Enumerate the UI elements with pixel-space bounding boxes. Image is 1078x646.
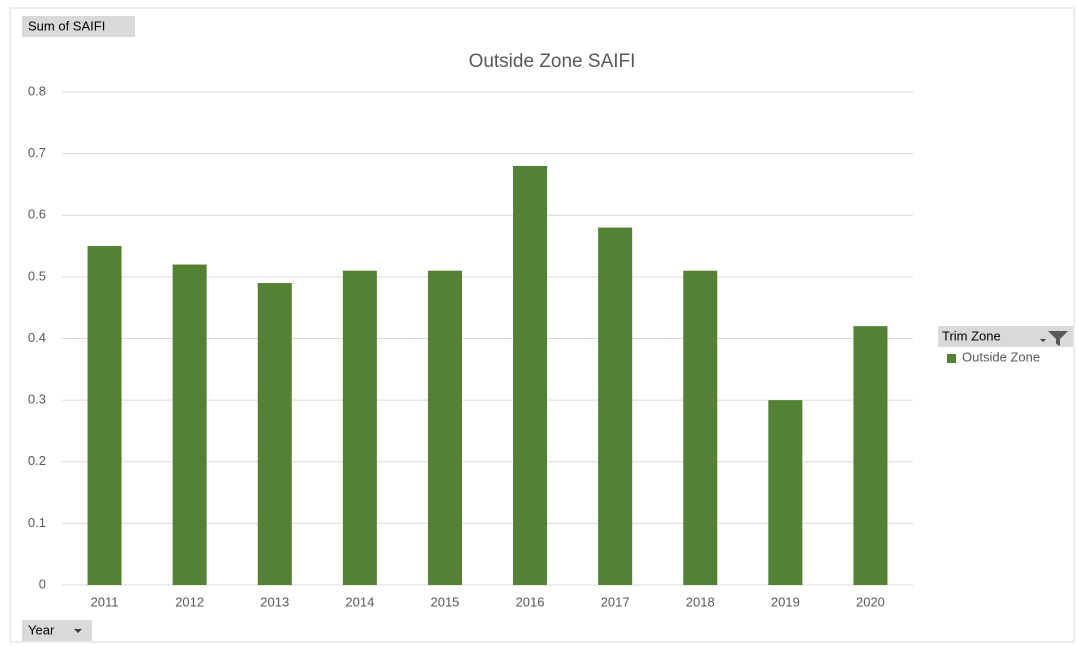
y-tick-label: 0.4 (28, 330, 46, 345)
value-field-label: Sum of SAIFI (28, 18, 105, 33)
bar (768, 400, 803, 585)
bar (427, 270, 462, 585)
bar (342, 270, 377, 585)
bar (87, 246, 122, 585)
y-tick-label: 0 (39, 576, 46, 591)
legend-field-label: Trim Zone (942, 328, 1001, 343)
legend-label: Outside Zone (962, 349, 1040, 364)
axis-field-label: Year (28, 622, 55, 637)
y-tick-label: 0.5 (28, 268, 46, 283)
x-tick-label: 2020 (856, 594, 885, 609)
bar (853, 326, 888, 585)
filter-icon (1048, 331, 1068, 346)
x-tick-label: 2015 (430, 594, 459, 609)
x-tick-label: 2011 (91, 594, 119, 609)
axis-field-button[interactable] (22, 620, 92, 641)
y-tick-label: 0.3 (28, 392, 46, 407)
y-tick-label: 0.8 (28, 83, 46, 98)
y-tick-label: 0.6 (28, 207, 46, 222)
x-tick-label: 2016 (516, 594, 545, 609)
bar (172, 264, 207, 585)
y-tick-label: 0.1 (28, 515, 46, 530)
chart-title: Outside Zone SAIFI (469, 51, 636, 72)
legend-field-button[interactable] (938, 326, 1073, 347)
x-tick-label: 2019 (771, 594, 800, 609)
bar (257, 283, 292, 585)
x-tick-label: 2012 (175, 594, 204, 609)
legend-swatch (947, 354, 956, 363)
x-tick-label: 2014 (345, 594, 374, 609)
x-tick-label: 2013 (260, 594, 289, 609)
x-tick-label: 2018 (686, 594, 715, 609)
value-field-button[interactable] (22, 16, 135, 37)
dropdown-arrow (74, 629, 82, 633)
x-tick-label: 2017 (601, 594, 630, 609)
bar (513, 165, 548, 585)
y-tick-label: 0.2 (28, 453, 46, 468)
dropdown-arrow (1040, 339, 1046, 342)
y-tick-label: 0.7 (28, 145, 46, 160)
bar (598, 227, 633, 585)
bar (683, 270, 718, 585)
